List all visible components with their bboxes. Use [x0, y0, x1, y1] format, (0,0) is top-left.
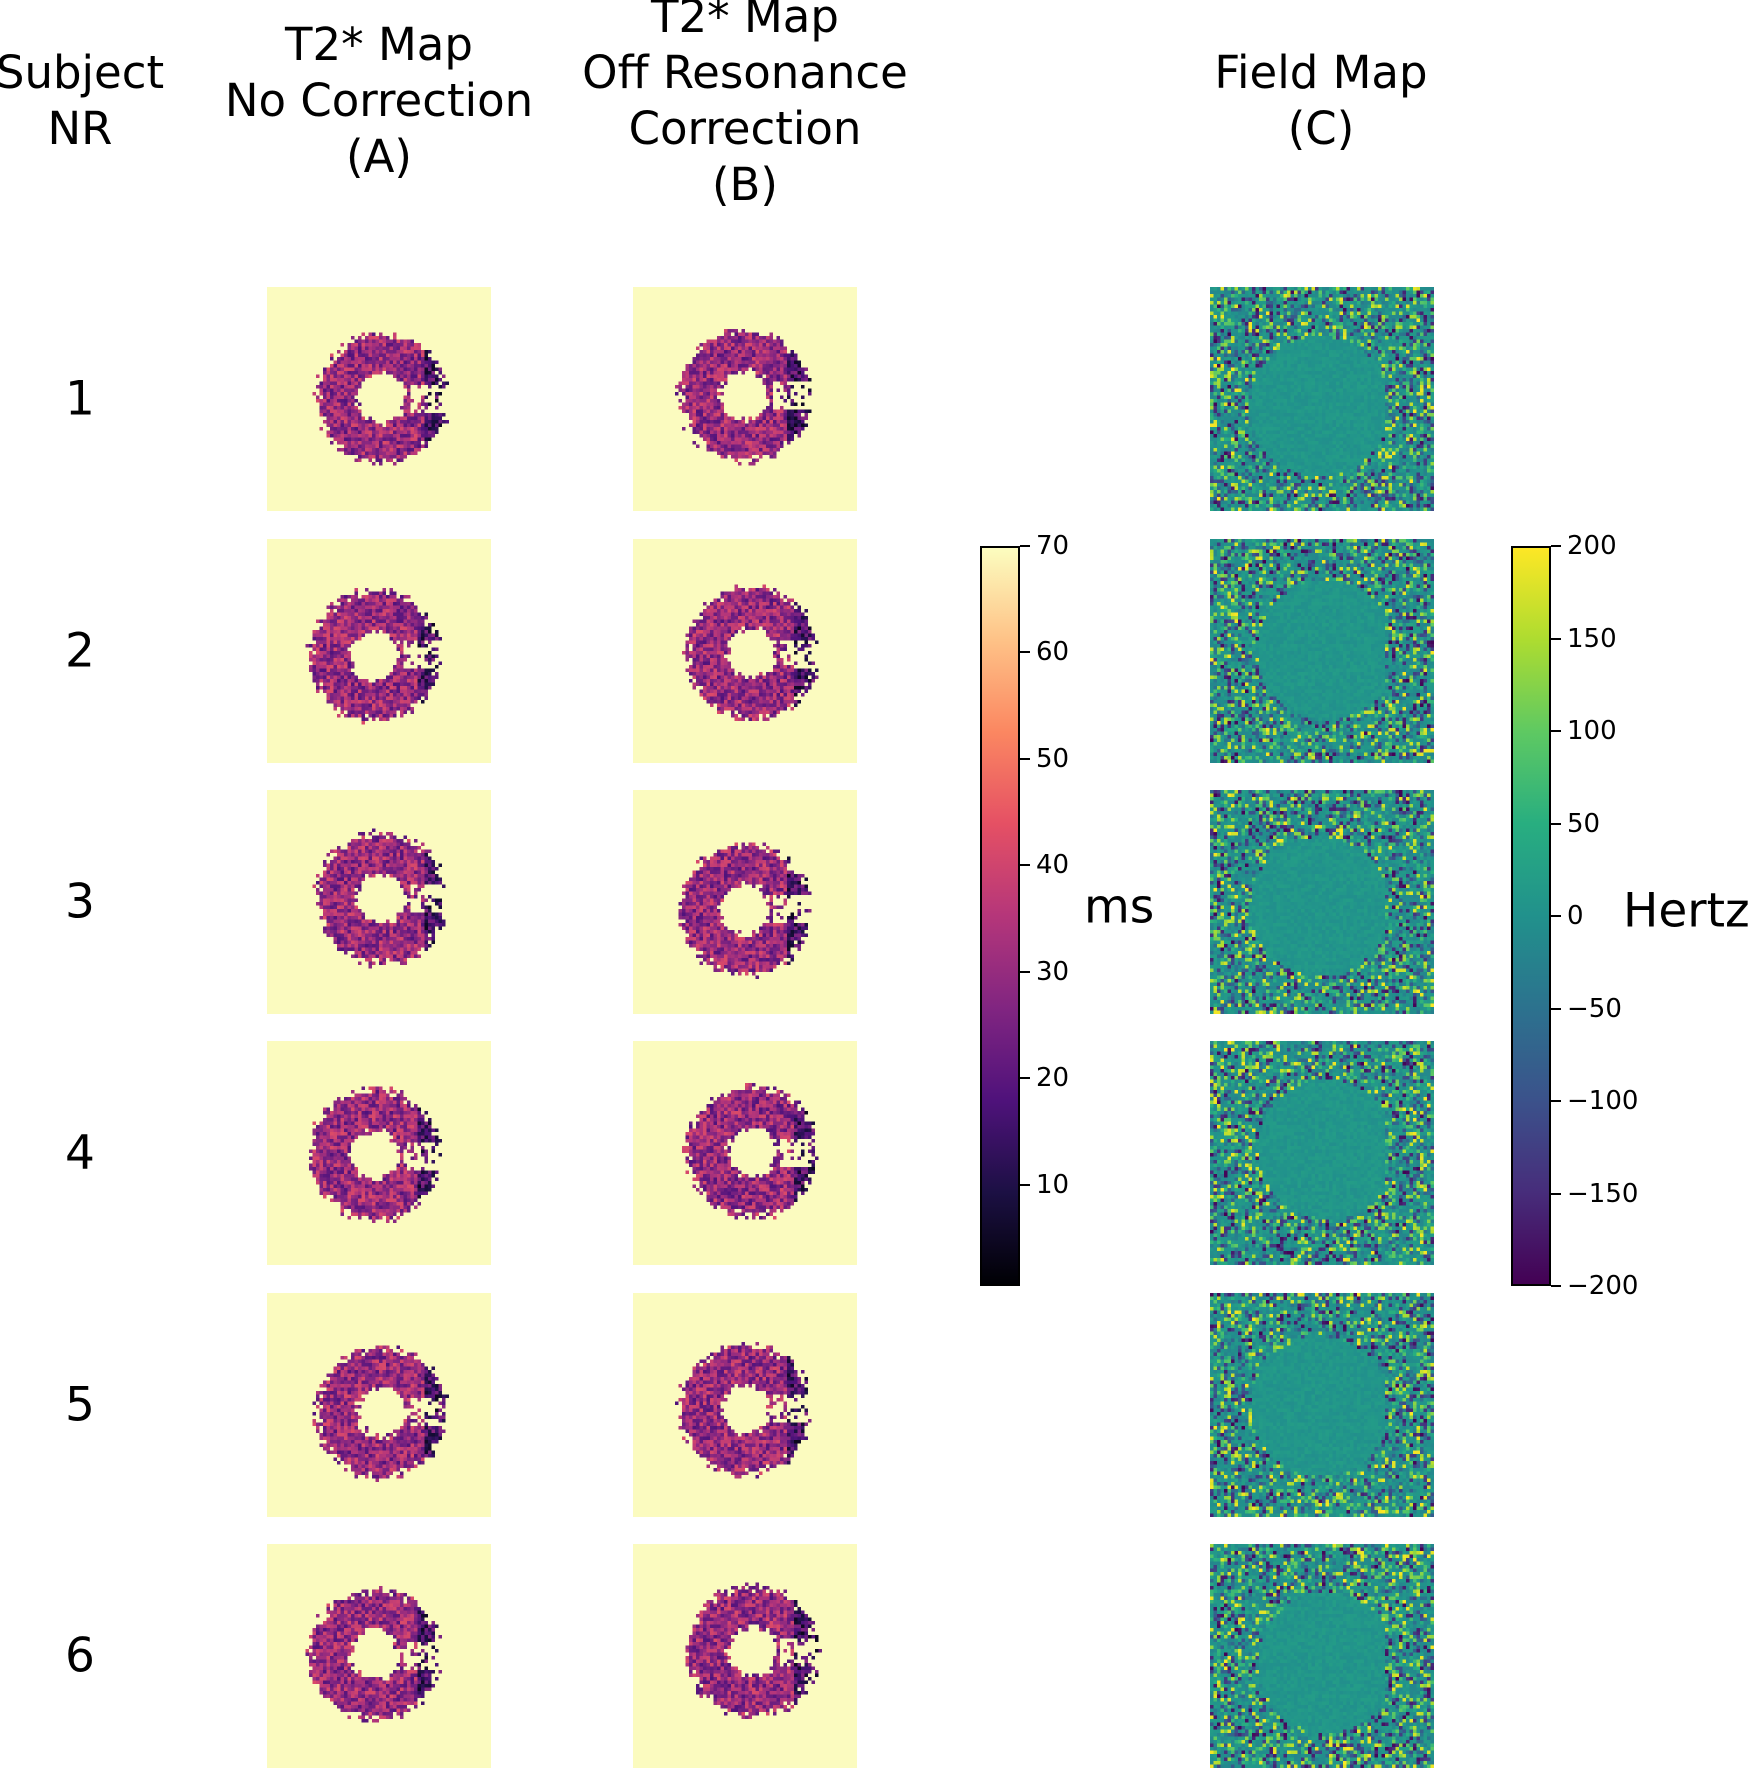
colorbar-tick-label: 50 — [1567, 808, 1601, 839]
t2star-map-corrected-image — [633, 1293, 857, 1517]
colorbar-tick-mark — [1551, 822, 1561, 825]
colorbar-tick-mark — [1551, 637, 1561, 640]
colorbar-tick-mark — [1551, 1100, 1561, 1102]
field-map-image — [1210, 539, 1434, 763]
subject-number: 2 — [65, 623, 95, 679]
field-map-image — [1210, 1544, 1434, 1768]
header-line: Subject — [0, 46, 165, 99]
colorbar-tick-label: 10 — [1036, 1169, 1070, 1200]
colorbar-tick-mark — [1020, 864, 1030, 867]
t2star-map-no-correction-image — [267, 790, 491, 1014]
subject-number: 3 — [65, 874, 95, 930]
colorbar-tick-mark — [1551, 1007, 1561, 1010]
t2star-map-corrected-image — [633, 1041, 857, 1265]
t2star-map-no-correction-image — [267, 1041, 491, 1265]
t2star-map-no-correction-image — [267, 539, 491, 763]
colorbar-tick-label: −200 — [1567, 1271, 1639, 1301]
colorbar-tick-label: −150 — [1567, 1178, 1639, 1209]
field-map-image — [1210, 790, 1434, 1014]
header-line: Off Resonance — [582, 46, 908, 99]
t2star-map-corrected-image — [633, 539, 857, 763]
header-line: NR — [47, 102, 113, 155]
field-map-image — [1210, 287, 1434, 511]
header-line: (A) — [346, 130, 412, 183]
t2star-map-no-correction-image — [267, 287, 491, 511]
colorbar-tick-mark — [1551, 1192, 1561, 1195]
header-line: T2* Map — [651, 0, 839, 43]
colorbar-tick-label: −50 — [1567, 993, 1622, 1024]
colorbar-tick-mark — [1020, 651, 1030, 654]
colorbar-hz — [1511, 546, 1551, 1286]
colorbar-tick-mark — [1020, 1183, 1030, 1186]
colorbar-tick-mark — [1020, 1077, 1030, 1080]
colorbar-ms-label: ms — [1084, 879, 1155, 935]
colorbar-tick-mark — [1551, 730, 1561, 732]
colorbar-tick-label: 60 — [1036, 637, 1070, 668]
colorbar-tick-label: 30 — [1036, 956, 1070, 987]
subject-number: 1 — [65, 371, 95, 427]
header-line: Field Map — [1214, 46, 1428, 99]
header-col-a: T2* Map No Correction (A) — [225, 17, 533, 185]
colorbar-hz-label: Hertz — [1623, 883, 1750, 939]
header-line: (B) — [712, 158, 778, 211]
header-col-c: Field Map (C) — [1214, 45, 1427, 157]
colorbar-tick-label: 70 — [1036, 531, 1070, 561]
t2star-map-no-correction-image — [267, 1293, 491, 1517]
t2star-map-no-correction-image — [267, 1544, 491, 1768]
colorbar-tick-label: 100 — [1567, 716, 1617, 746]
colorbar-tick-label: 150 — [1567, 623, 1617, 654]
colorbar-tick-mark — [1551, 1285, 1561, 1287]
header-line: T2* Map — [285, 18, 473, 71]
colorbar-ms — [980, 546, 1020, 1286]
field-map-image — [1210, 1041, 1434, 1265]
t2star-map-corrected-image — [633, 287, 857, 511]
colorbar-tick-mark — [1020, 757, 1030, 760]
subject-number: 4 — [65, 1125, 95, 1181]
colorbar-tick-mark — [1551, 915, 1561, 917]
subject-number: 5 — [65, 1377, 95, 1433]
colorbar-tick-label: 40 — [1036, 850, 1070, 881]
field-map-image — [1210, 1293, 1434, 1517]
colorbar-tick-label: −100 — [1567, 1086, 1639, 1116]
colorbar-tick-label: 20 — [1036, 1063, 1070, 1094]
t2star-map-corrected-image — [633, 790, 857, 1014]
colorbar-tick-label: 0 — [1567, 901, 1584, 931]
header-line: (C) — [1287, 102, 1355, 155]
subject-number: 6 — [65, 1628, 95, 1684]
header-line: No Correction — [224, 74, 534, 127]
colorbar-tick-label: 200 — [1567, 531, 1617, 561]
colorbar-tick-mark — [1020, 545, 1030, 547]
colorbar-tick-mark — [1020, 970, 1030, 973]
header-subject-nr: Subject NR — [0, 45, 164, 157]
colorbar-tick-mark — [1551, 545, 1561, 547]
colorbar-tick-label: 50 — [1036, 743, 1070, 774]
t2star-map-corrected-image — [633, 1544, 857, 1768]
header-line: Correction — [628, 102, 862, 155]
header-col-b: T2* Map Off Resonance Correction (B) — [582, 0, 908, 213]
